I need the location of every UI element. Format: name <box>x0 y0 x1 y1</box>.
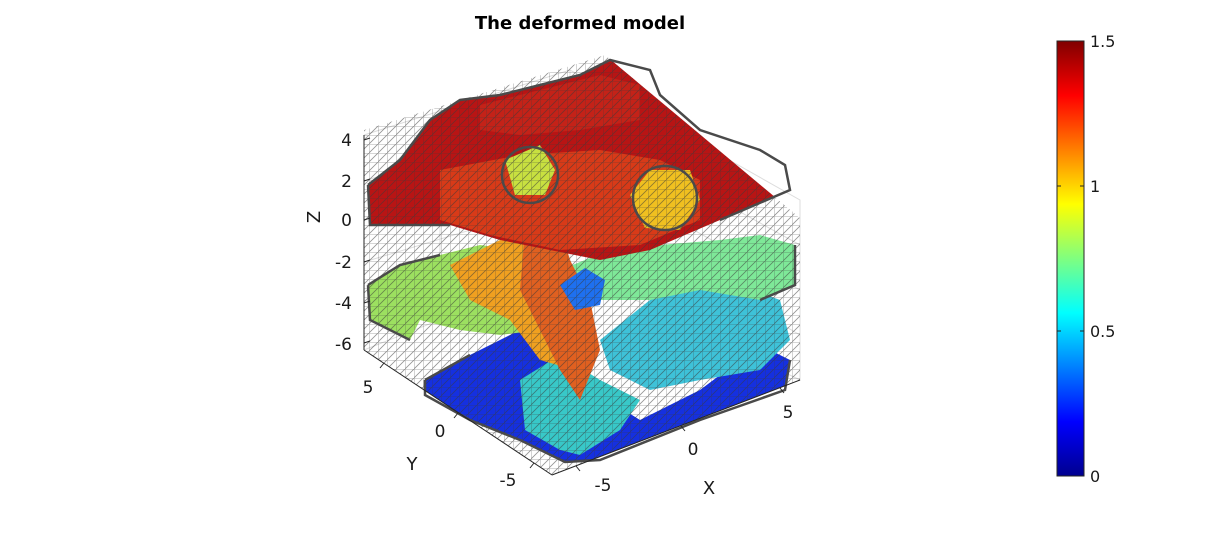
colorbar-tick-label: 0.5 <box>1090 322 1115 341</box>
axes-box <box>363 135 801 476</box>
y-tick-labels: 5 0 -5 <box>363 378 517 491</box>
x-axis-label: X <box>703 478 715 499</box>
z-tick-label: -2 <box>335 253 352 273</box>
mesh-edges <box>366 58 797 464</box>
z-tick-label: 4 <box>341 131 352 151</box>
y-tick-label: 5 <box>363 378 374 398</box>
z-tick-label: -4 <box>335 294 352 314</box>
colorbar-tick-label: 1 <box>1090 177 1100 196</box>
y-axis-line <box>363 349 553 476</box>
x-tick-label: -5 <box>595 476 612 496</box>
colorbar: 0 0.5 1 1.5 <box>1056 32 1115 486</box>
colorbar-gradient <box>1056 40 1085 477</box>
chart-title: The deformed model <box>475 13 685 34</box>
x-tick-label: 5 <box>783 403 794 423</box>
x-tick-labels: -5 0 5 <box>595 403 794 496</box>
colorbar-tick-label: 0 <box>1090 467 1100 486</box>
colorbar-tick-label: 1.5 <box>1090 32 1115 51</box>
z-tick-label: 0 <box>341 211 352 231</box>
y-tick-label: 0 <box>435 422 446 442</box>
y-tick-label: -5 <box>500 471 517 491</box>
z-tick-labels: 4 2 0 -2 -4 -6 <box>335 131 352 355</box>
mesh-surface <box>364 55 800 475</box>
y-axis-label: Y <box>406 454 419 475</box>
z-tick-label: -6 <box>335 335 352 355</box>
x-axis-line <box>551 379 801 476</box>
z-axis-label: Z <box>304 211 325 223</box>
x-tick-label: 0 <box>688 440 699 460</box>
colorbar-ticks: 0 0.5 1 1.5 <box>1057 32 1115 486</box>
mesh-wireframe <box>364 55 800 475</box>
z-tick-label: 2 <box>341 172 352 192</box>
